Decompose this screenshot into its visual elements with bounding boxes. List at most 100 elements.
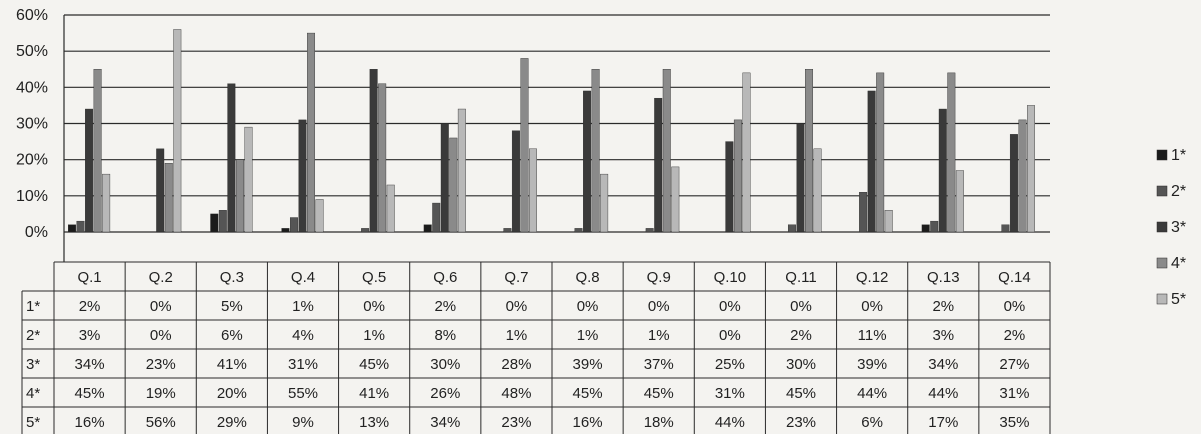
bar <box>440 123 449 233</box>
bar <box>725 141 734 233</box>
bar <box>529 148 537 233</box>
table-cell: 30% <box>786 356 816 373</box>
table-cell: 0% <box>577 298 599 315</box>
bar <box>289 217 298 233</box>
y-tick-label: 10% <box>16 188 48 205</box>
bar <box>68 224 76 233</box>
table-row-label: 4* <box>26 385 40 402</box>
table-cell: 2% <box>932 298 954 315</box>
table-cell: 16% <box>75 414 105 431</box>
legend: 1* 2* 3* 4* 5* <box>1156 147 1186 308</box>
bar <box>85 108 94 233</box>
table-cell: 0% <box>1004 298 1026 315</box>
bar <box>654 97 663 233</box>
table-row-label: 3* <box>26 356 40 373</box>
bar <box>1018 119 1027 233</box>
bar <box>1001 224 1010 233</box>
table-cell: 23% <box>146 356 176 373</box>
bars <box>68 29 1035 233</box>
bar <box>369 69 378 233</box>
table-cell: 41% <box>217 356 247 373</box>
legend-label: 1* <box>1171 147 1186 164</box>
legend-label: 3* <box>1171 219 1186 236</box>
category-label: Q.7 <box>504 269 528 286</box>
bar <box>164 163 173 233</box>
table-cell: 45% <box>359 356 389 373</box>
legend-swatch <box>1156 221 1168 233</box>
category-label: Q.3 <box>220 269 244 286</box>
bar <box>859 192 868 233</box>
table-cell: 27% <box>999 356 1029 373</box>
table-cell: 17% <box>928 414 958 431</box>
table-cell: 0% <box>648 298 670 315</box>
table-cell: 45% <box>786 385 816 402</box>
category-label: Q.4 <box>291 269 315 286</box>
table-cell: 37% <box>644 356 674 373</box>
bar <box>884 210 893 233</box>
bar <box>503 228 512 233</box>
legend-swatch <box>1156 257 1168 269</box>
bar <box>361 228 370 233</box>
table-cell: 13% <box>359 414 389 431</box>
bar <box>156 148 165 233</box>
bar <box>921 224 930 233</box>
y-tick-label: 60% <box>16 7 48 24</box>
bar <box>947 72 956 233</box>
category-label: Q.14 <box>998 269 1031 286</box>
category-label: Q.5 <box>362 269 386 286</box>
table-cell: 0% <box>506 298 528 315</box>
bar <box>796 123 805 233</box>
table-cell: 0% <box>719 327 741 344</box>
table-cell: 44% <box>857 385 887 402</box>
table-cell: 2% <box>79 298 101 315</box>
bar <box>787 224 796 233</box>
category-label: Q.1 <box>77 269 101 286</box>
table-cell: 45% <box>644 385 674 402</box>
bar <box>583 90 592 233</box>
bar <box>805 69 814 233</box>
table-cell: 19% <box>146 385 176 402</box>
bar <box>218 210 227 233</box>
category-label: Q.13 <box>927 269 960 286</box>
table-row-label: 5* <box>26 414 40 431</box>
table-cell: 56% <box>146 414 176 431</box>
table-cell: 28% <box>501 356 531 373</box>
bar <box>645 228 654 233</box>
bar <box>227 83 236 233</box>
table-cell: 18% <box>644 414 674 431</box>
bar <box>1027 105 1035 233</box>
table-cell: 8% <box>434 327 456 344</box>
table-cell: 23% <box>786 414 816 431</box>
table-cell: 2% <box>434 298 456 315</box>
bar <box>378 83 387 233</box>
bar <box>386 184 395 233</box>
table-cell: 34% <box>75 356 105 373</box>
table-cell: 20% <box>217 385 247 402</box>
category-label: Q.2 <box>149 269 173 286</box>
bar <box>813 148 822 233</box>
table-cell: 30% <box>430 356 460 373</box>
table-cell: 1% <box>506 327 528 344</box>
table-cell: 2% <box>790 327 812 344</box>
table-cell: 0% <box>150 298 172 315</box>
table-cell: 9% <box>292 414 314 431</box>
y-tick-label: 30% <box>16 116 48 133</box>
bar <box>520 58 529 233</box>
table-cell: 11% <box>858 327 887 344</box>
table-cell: 5% <box>221 298 243 315</box>
table-cell: 1% <box>292 298 314 315</box>
bar <box>76 220 85 233</box>
bar <box>432 202 441 233</box>
table-cell: 35% <box>999 414 1029 431</box>
category-label: Q.9 <box>647 269 671 286</box>
y-tick-label: 20% <box>16 152 48 169</box>
table-cell: 0% <box>790 298 812 315</box>
table-cell: 39% <box>857 356 887 373</box>
table-cell: 44% <box>928 385 958 402</box>
bar <box>733 119 742 233</box>
bar <box>457 108 466 233</box>
table-cell: 45% <box>573 385 603 402</box>
y-tick-label: 40% <box>16 79 48 96</box>
